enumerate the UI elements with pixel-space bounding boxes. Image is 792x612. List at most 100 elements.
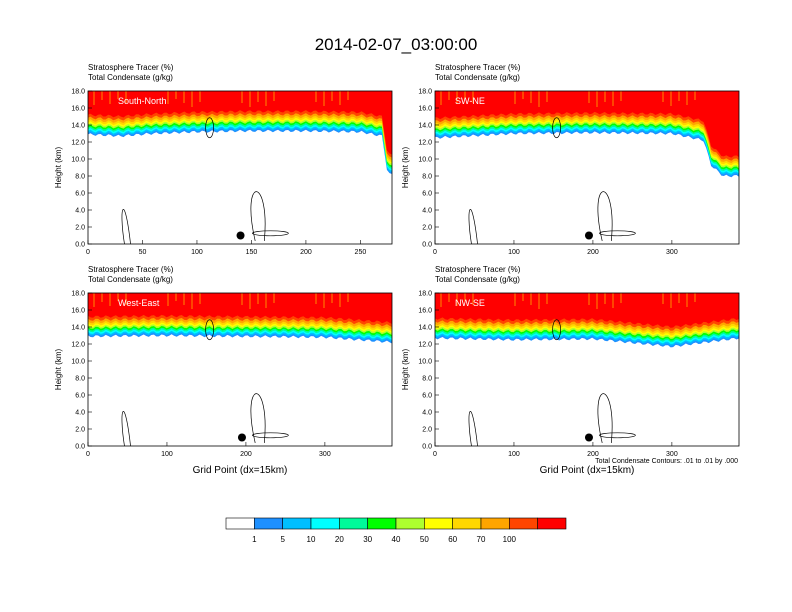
tracer-streak	[435, 293, 437, 301]
plot-frame	[87, 90, 393, 245]
tracer-streak	[551, 293, 553, 301]
tracer-streak	[509, 91, 511, 107]
tracer-streak	[101, 293, 103, 302]
y-tick-label: 4.0	[75, 208, 85, 215]
tracer-streak	[191, 293, 193, 309]
condensate-contour	[599, 230, 636, 237]
y-tick-label: 6.0	[75, 393, 85, 400]
y-axis-label: Height (km)	[401, 348, 410, 390]
tracer-streak	[175, 293, 177, 301]
tracer-streak	[612, 91, 614, 106]
condensate-contour	[597, 191, 613, 242]
tracer-streak	[376, 293, 378, 302]
tracer-streak	[273, 293, 275, 303]
tracer-streak	[220, 91, 222, 107]
tracer-streak	[183, 91, 185, 103]
panel-title-condensate: Total Condensate (g/kg)	[88, 73, 173, 82]
tracer-streak	[493, 91, 495, 99]
tracer-streak	[559, 91, 561, 103]
tracer-streak	[551, 91, 553, 99]
x-tick-label: 200	[587, 451, 599, 458]
tracer-streak	[331, 91, 333, 101]
tracer-streak	[376, 91, 378, 100]
tracer-streak	[241, 293, 243, 305]
tracer-streak	[522, 293, 524, 301]
panel-south-north: 0 50 100 150 200 250 0.0 2.0 4.0 6.0 8.0 10.0 12.0 14…	[54, 63, 393, 256]
tracer-streak	[368, 91, 370, 105]
tracer-streak	[686, 91, 688, 105]
tracer-streak	[583, 91, 585, 106]
tracer-streak	[162, 293, 164, 309]
panel-title-tracer: Stratosphere Tracer (%)	[435, 63, 521, 72]
y-tick-label: 18.0	[418, 89, 432, 96]
tracer-streak	[93, 293, 95, 307]
y-tick-label: 12.0	[418, 140, 432, 147]
tracer-streak	[347, 293, 349, 302]
tracer-streak	[294, 91, 296, 106]
x-tick-label: 100	[508, 249, 520, 256]
tracer-streak	[88, 293, 90, 301]
tracer-streak	[567, 91, 569, 107]
tracer-streak	[625, 293, 627, 309]
tracer-streak	[310, 293, 312, 307]
tracer-streak	[604, 91, 606, 102]
panel-label: West-East	[118, 298, 160, 308]
tracer-streak	[138, 91, 140, 104]
x-tick-label: 300	[666, 451, 678, 458]
plot-frame	[87, 292, 393, 447]
tracer-streak	[464, 293, 466, 301]
tracer-field	[88, 293, 392, 446]
y-axis-label: Height (km)	[401, 146, 410, 188]
colorbar-label: 40	[392, 535, 401, 544]
tracer-streak	[315, 293, 317, 304]
tracer-streak	[199, 91, 201, 102]
tracer-streak	[117, 91, 119, 99]
tracer-streak	[530, 293, 532, 305]
y-tick-label: 2.0	[75, 427, 85, 434]
y-tick-label: 10.0	[418, 359, 432, 366]
location-marker	[584, 433, 593, 442]
colorbar-cell	[509, 517, 538, 530]
tracer-streak	[456, 293, 458, 306]
colorbar-cell	[480, 517, 510, 530]
contour-note: Total Condensate Contours: .01 to .01 by…	[595, 458, 738, 465]
tracer-streak	[538, 91, 540, 107]
panel-sw-ne: 0 100 200 300 0.0 2.0 4.0 6.0 8.0 10.0 12.0 14.0 16.…	[401, 63, 740, 256]
tracer-streak	[310, 91, 312, 105]
tracer-streak	[620, 293, 622, 303]
location-marker	[584, 231, 593, 240]
tracer-streak	[204, 293, 206, 301]
tracer-streak	[228, 293, 230, 304]
x-tick-label: 250	[355, 249, 367, 256]
tracer-streak	[546, 91, 548, 102]
y-tick-label: 8.0	[75, 376, 85, 383]
condensate-contour	[252, 432, 289, 439]
tracer-streak	[477, 91, 479, 100]
panel-title-tracer: Stratosphere Tracer (%)	[88, 63, 174, 72]
tracer-streak	[323, 91, 325, 106]
y-axis-label: Height (km)	[54, 146, 63, 188]
tracer-streak	[522, 91, 524, 99]
colorbar-cell	[282, 517, 312, 530]
tracer-streak	[493, 293, 495, 301]
colorbar-label: 60	[448, 535, 457, 544]
tracer-streak	[567, 293, 569, 309]
tracer-streak	[464, 91, 466, 99]
colorbar-label: 70	[477, 535, 486, 544]
colorbar-label: 100	[503, 535, 517, 544]
tracer-streak	[501, 91, 503, 103]
y-tick-label: 0.0	[422, 444, 432, 451]
tracer-streak	[347, 91, 349, 100]
tracer-streak	[625, 91, 627, 107]
tracer-streak	[435, 91, 437, 99]
tracer-streak	[88, 91, 90, 99]
tracer-streak	[612, 293, 614, 308]
condensate-contour	[552, 319, 561, 341]
figure-title: 2014-02-07_03:00:00	[315, 35, 478, 54]
tracer-streak	[633, 91, 635, 102]
y-tick-label: 0.0	[422, 242, 432, 249]
colorbar-cell	[537, 517, 567, 530]
tracer-streak	[183, 293, 185, 305]
tracer-field	[435, 91, 739, 244]
x-tick-label: 200	[300, 249, 312, 256]
